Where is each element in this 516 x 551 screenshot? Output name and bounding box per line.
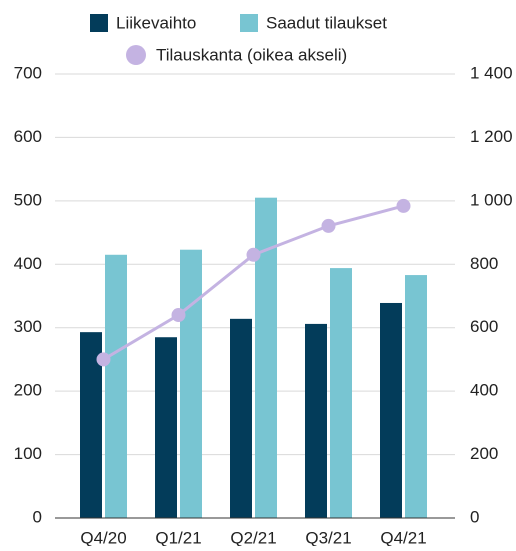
y2-tick-label: 600 (470, 317, 498, 336)
y2-tick-label: 0 (470, 507, 479, 526)
bar (180, 249, 202, 518)
y2-tick-label: 400 (470, 381, 498, 400)
line-point (396, 198, 411, 213)
y2-tick-label: 800 (470, 254, 498, 273)
legend-marker (90, 14, 108, 32)
line-point (321, 218, 336, 233)
y2-tick-label: 200 (470, 444, 498, 463)
x-tick-label: Q4/20 (80, 528, 126, 546)
bar (330, 268, 352, 518)
legend-marker (126, 45, 146, 65)
line (102, 204, 404, 361)
legend-label: Tilauskanta (oikea akseli) (156, 45, 347, 64)
bar (380, 302, 402, 518)
bar (105, 254, 127, 518)
line-point (246, 247, 261, 262)
bar (80, 332, 102, 518)
y-tick-label: 500 (14, 190, 42, 209)
x-tick-label: Q3/21 (305, 528, 351, 546)
bar (405, 275, 427, 518)
y-tick-label: 400 (14, 254, 42, 273)
line-point (171, 308, 186, 323)
y-tick-label: 200 (14, 381, 42, 400)
x-tick-label: Q1/21 (155, 528, 201, 546)
y-tick-label: 300 (14, 317, 42, 336)
bar (230, 318, 252, 518)
x-tick-label: Q2/21 (230, 528, 276, 546)
line-point (96, 352, 111, 367)
bar (305, 323, 327, 518)
y-tick-label: 0 (33, 507, 42, 526)
y2-tick-label: 1 200 (470, 127, 513, 146)
bar (255, 197, 277, 518)
bar (155, 337, 177, 518)
y2-tick-label: 1 000 (470, 190, 513, 209)
x-tick-label: Q4/21 (380, 528, 426, 546)
y-tick-label: 100 (14, 444, 42, 463)
y2-tick-label: 1 400 (470, 63, 513, 82)
y-tick-label: 700 (14, 63, 42, 82)
legend-label: Liikevaihto (116, 13, 196, 32)
legend-label: Saadut tilaukset (266, 13, 387, 32)
legend-marker (240, 14, 258, 32)
y-tick-label: 600 (14, 127, 42, 146)
